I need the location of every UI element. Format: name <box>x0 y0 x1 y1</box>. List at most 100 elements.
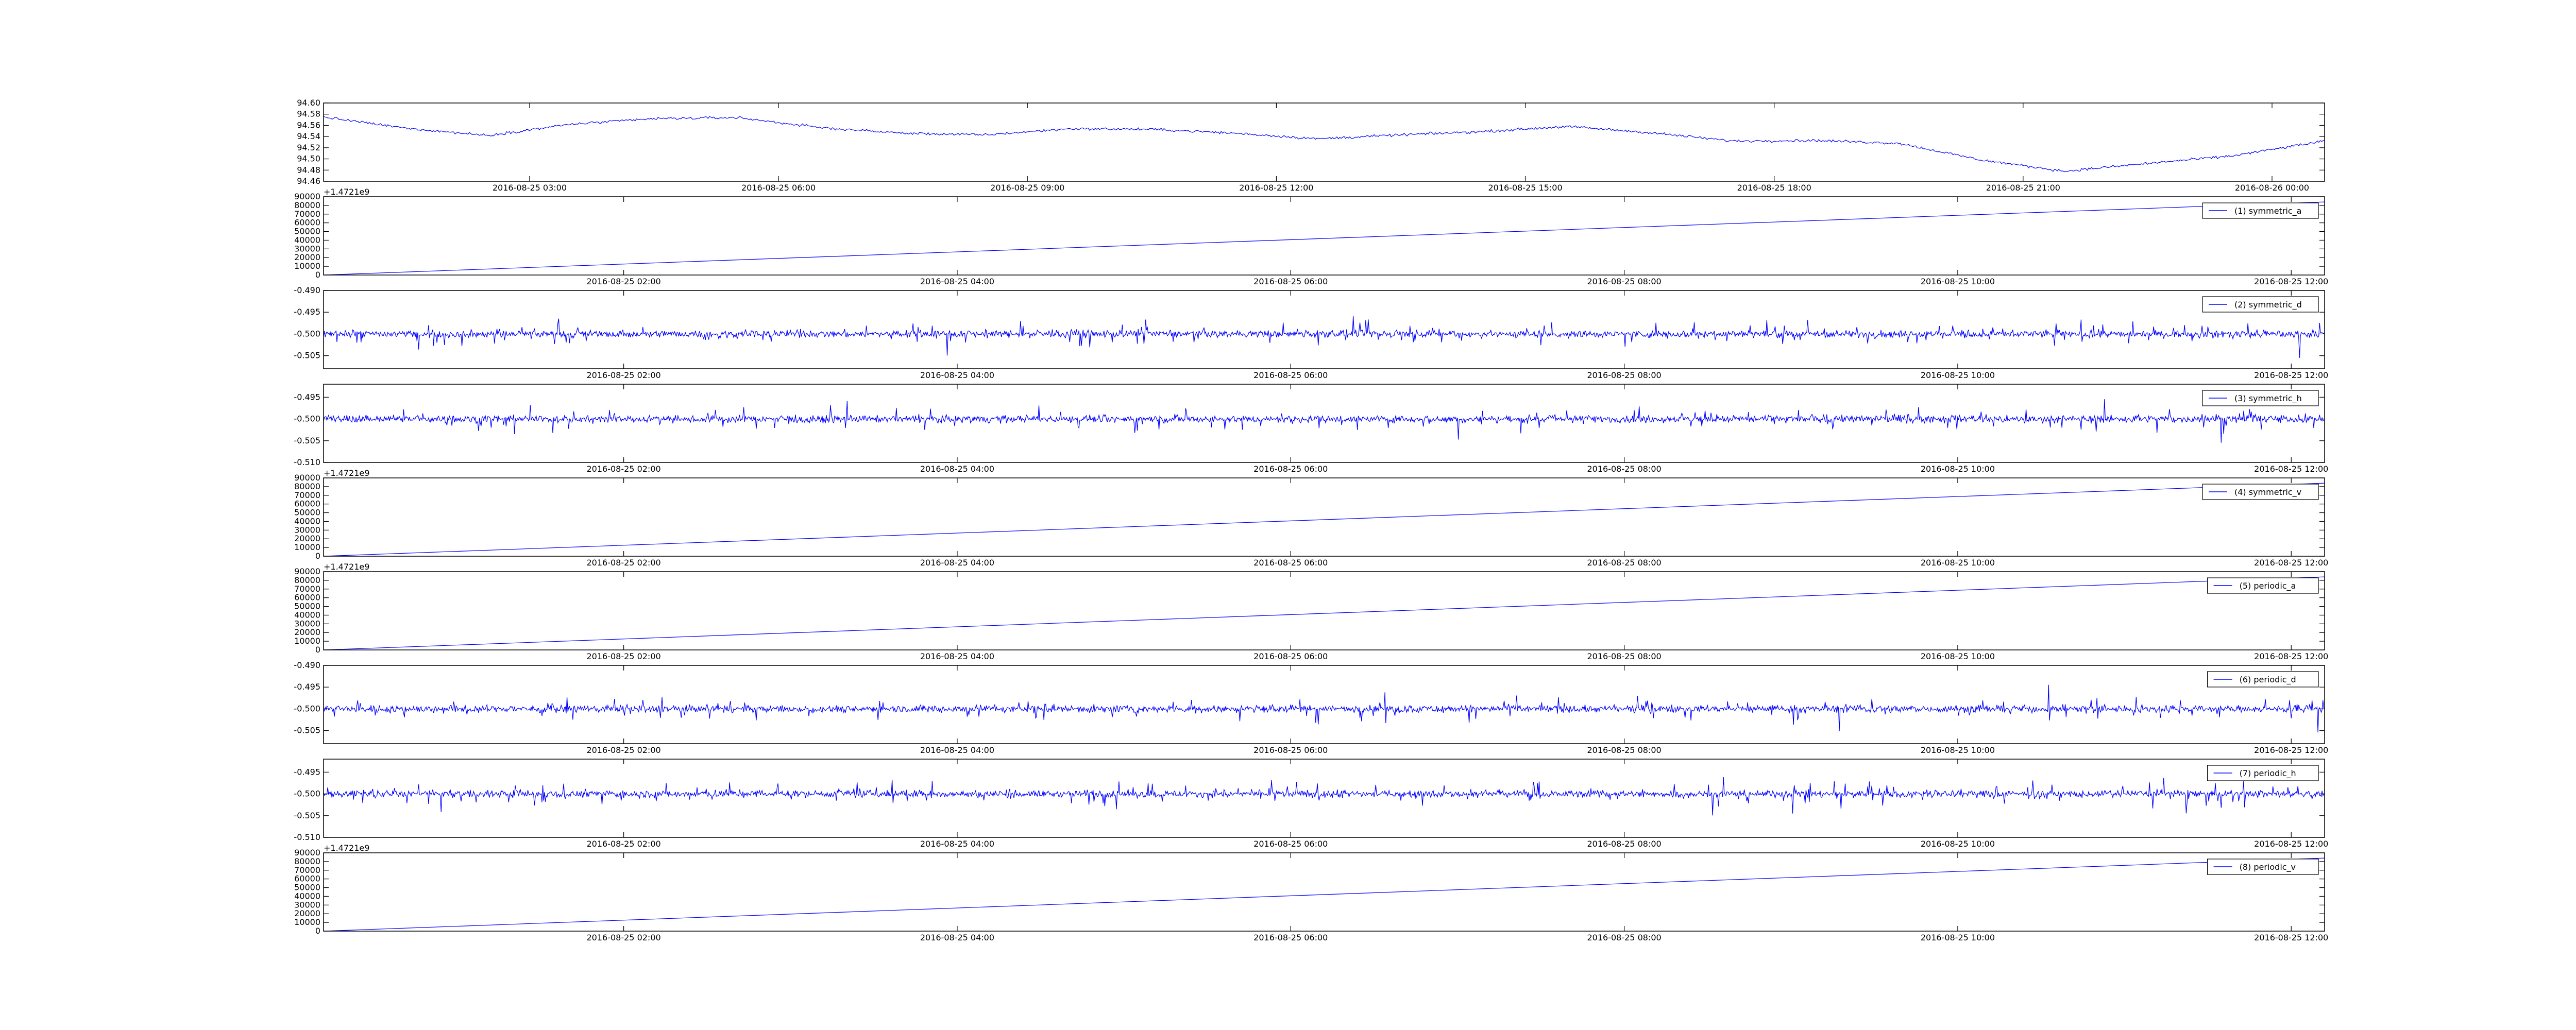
xtick-label: 2016-08-25 08:00 <box>1587 370 1662 380</box>
subplot-7: -0.505 -0.500 -0.495 -0.490 2016-08-25 02:00… <box>294 660 2328 755</box>
ytick-label: -0.495 <box>294 682 320 692</box>
series-line-3 <box>323 316 2325 358</box>
legend: (1) symmetric_a <box>2202 202 2319 219</box>
ytick-label: 94.46 <box>297 176 320 186</box>
offset-text: +1.4721e9 <box>324 468 369 478</box>
subplot-8: -0.510 -0.505 -0.500 -0.495 2016-08-25 02:00… <box>294 759 2328 849</box>
ytick-label: 30000 <box>294 244 320 253</box>
ytick-label: -0.505 <box>294 351 320 360</box>
ytick-label: 10000 <box>294 917 320 927</box>
ytick-label: 0 <box>315 645 320 655</box>
ytick-label: 20000 <box>294 252 320 262</box>
xtick-label: 2016-08-25 06:00 <box>1253 277 1328 286</box>
xtick-label: 2016-08-25 06:00 <box>1253 651 1328 661</box>
series-line-5 <box>323 483 2325 557</box>
ytick-label: -0.495 <box>294 392 320 402</box>
ytick-label: 94.60 <box>297 98 320 108</box>
xtick-label: 2016-08-25 02:00 <box>587 277 661 286</box>
offset-text: +1.4721e9 <box>324 187 369 197</box>
xtick-label: 2016-08-25 04:00 <box>920 745 994 755</box>
xtick-label: 2016-08-25 10:00 <box>1921 933 1995 942</box>
xtick-label: 2016-08-25 08:00 <box>1587 651 1662 661</box>
ytick-label: 50000 <box>294 883 320 892</box>
xtick-label: 2016-08-25 12:00 <box>2254 370 2328 380</box>
xtick-label: 2016-08-25 04:00 <box>920 464 994 474</box>
ytick-label: 94.54 <box>297 131 320 141</box>
ytick-label: 80000 <box>294 200 320 210</box>
xtick-label: 2016-08-25 15:00 <box>1488 183 1562 193</box>
xtick-label: 2016-08-25 02:00 <box>587 651 661 661</box>
ytick-label: 70000 <box>294 209 320 219</box>
xtick-label: 2016-08-25 03:00 <box>493 183 567 193</box>
ytick-label: 70000 <box>294 490 320 500</box>
xtick-label: 2016-08-25 02:00 <box>587 933 661 942</box>
xtick-label: 2016-08-25 12:00 <box>2254 745 2328 755</box>
series-line-7 <box>323 684 2325 733</box>
xtick-label: 2016-08-25 08:00 <box>1587 464 1662 474</box>
axes-frame <box>323 665 2325 744</box>
subplot-2: 0100002000030000400005000060000700008000… <box>294 187 2328 286</box>
xtick-label: 2016-08-25 21:00 <box>1986 183 2060 193</box>
ytick-label: 60000 <box>294 874 320 884</box>
legend-box <box>2202 390 2319 406</box>
ytick-label: 30000 <box>294 619 320 628</box>
axes-frame <box>323 477 2325 557</box>
ytick-label: -0.490 <box>294 285 320 295</box>
ytick-label: 40000 <box>294 235 320 245</box>
ytick-label: 20000 <box>294 627 320 637</box>
xtick-label: 2016-08-25 12:00 <box>2254 651 2328 661</box>
xtick-label: 2016-08-25 08:00 <box>1587 558 1662 568</box>
ytick-label: 50000 <box>294 227 320 236</box>
ytick-label: 50000 <box>294 602 320 611</box>
xtick-label: 2016-08-25 02:00 <box>587 745 661 755</box>
ytick-label: 70000 <box>294 584 320 594</box>
xtick-label: 2016-08-25 08:00 <box>1587 745 1662 755</box>
xtick-label: 2016-08-25 12:00 <box>2254 933 2328 942</box>
ytick-label: 94.58 <box>297 109 320 119</box>
ytick-label: 90000 <box>294 192 320 201</box>
xtick-label: 2016-08-25 10:00 <box>1921 464 1995 474</box>
ytick-label: 60000 <box>294 218 320 228</box>
ytick-label: 60000 <box>294 593 320 603</box>
legend-label: (7) periodic_h <box>2240 768 2296 779</box>
ytick-label: -0.510 <box>294 832 320 842</box>
legend: (6) periodic_d <box>2207 671 2319 688</box>
ytick-label: 10000 <box>294 636 320 646</box>
ytick-label: 90000 <box>294 473 320 483</box>
xtick-label: 2016-08-25 08:00 <box>1587 933 1662 942</box>
ytick-label: 94.52 <box>297 143 320 152</box>
legend: (8) periodic_v <box>2207 859 2319 875</box>
legend-label: (5) periodic_a <box>2240 581 2296 591</box>
axes-frame <box>323 196 2325 276</box>
axes-frame <box>323 571 2325 650</box>
xtick-label: 2016-08-25 09:00 <box>990 183 1064 193</box>
axes-frame <box>323 102 2325 182</box>
ytick-label: -0.500 <box>294 414 320 424</box>
series-line-4 <box>323 399 2325 443</box>
xtick-label: 2016-08-25 08:00 <box>1587 839 1662 849</box>
axes-frame <box>323 852 2325 932</box>
ytick-label: 70000 <box>294 865 320 875</box>
xtick-label: 2016-08-25 04:00 <box>920 839 994 849</box>
xtick-label: 2016-08-25 10:00 <box>1921 370 1995 380</box>
legend-label: (6) periodic_d <box>2240 675 2296 685</box>
xtick-label: 2016-08-25 02:00 <box>587 464 661 474</box>
legend: (2) symmetric_d <box>2202 296 2319 313</box>
xtick-label: 2016-08-25 12:00 <box>2254 464 2328 474</box>
xtick-label: 2016-08-25 02:00 <box>587 839 661 849</box>
subplot-4: -0.510 -0.505 -0.500 -0.495 2016-08-25 02:00… <box>294 384 2328 474</box>
ytick-label: 90000 <box>294 566 320 576</box>
subplot-6: 0100002000030000400005000060000700008000… <box>294 562 2328 661</box>
legend: (5) periodic_a <box>2207 577 2319 594</box>
ytick-label: -0.490 <box>294 660 320 670</box>
xtick-label: 2016-08-25 06:00 <box>1253 370 1328 380</box>
legend-label: (3) symmetric_h <box>2234 393 2302 404</box>
xtick-label: 2016-08-25 12:00 <box>2254 839 2328 849</box>
xtick-label: 2016-08-25 06:00 <box>1253 839 1328 849</box>
ytick-label: 80000 <box>294 856 320 866</box>
xtick-label: 2016-08-25 18:00 <box>1737 183 1811 193</box>
series-line-1 <box>323 116 2325 173</box>
ytick-label: 30000 <box>294 900 320 909</box>
ytick-label: 0 <box>315 551 320 561</box>
